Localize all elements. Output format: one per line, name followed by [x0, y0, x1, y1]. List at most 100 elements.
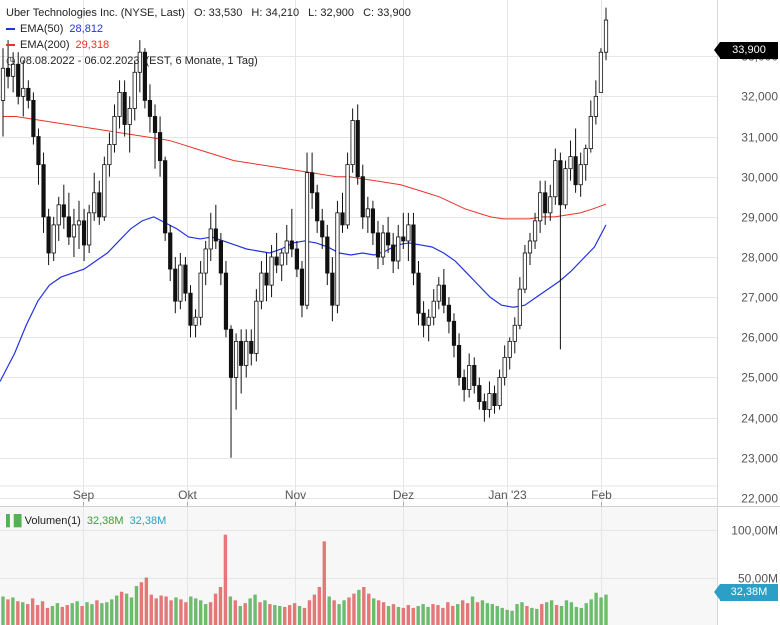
y-tick-label: 22,000: [741, 492, 778, 506]
volume-bar: [80, 606, 84, 625]
open-value: O: 33,530: [194, 7, 243, 19]
last-volume-tag: 32,38M: [714, 584, 778, 601]
candle-body: [142, 51, 147, 101]
volume-bar: [243, 603, 247, 625]
chart-title: Uber Technologies Inc. (NYSE, Last): [6, 7, 185, 19]
ema200-legend[interactable]: EMA(200) 29,318: [6, 37, 115, 53]
candle-body: [294, 248, 300, 270]
volume-bar: [549, 600, 554, 625]
candle-body: [117, 91, 122, 117]
volume-bar: [174, 597, 178, 625]
candle-body: [446, 304, 452, 322]
date-range-text: 08.08.2022 - 06.02.2023: [19, 55, 140, 67]
volume-bar: [505, 609, 509, 625]
candle-body: [178, 264, 183, 302]
candle-body: [487, 393, 492, 411]
candle-body: [330, 272, 335, 306]
candle-body: [517, 288, 522, 326]
volume-bar: [485, 603, 490, 625]
volume-bar: [248, 598, 252, 625]
candle-body: [593, 95, 598, 117]
volume-bar: [396, 606, 401, 625]
volume-bar: [401, 607, 406, 625]
volume-bar: [352, 593, 356, 625]
volume-value-1: 32,38M: [86, 515, 124, 527]
candle-body: [568, 156, 573, 170]
candle-body: [97, 192, 102, 218]
candle-body: [401, 236, 406, 242]
candle-body: [451, 320, 457, 346]
candle-body: [11, 63, 16, 77]
volume-bar: [357, 589, 361, 625]
candle-body: [188, 292, 193, 326]
candle-body: [254, 300, 259, 354]
y-tick-label: 25,000: [741, 371, 778, 385]
candle-body: [228, 328, 234, 378]
candle-body: [26, 87, 31, 101]
candle-body: [421, 312, 426, 326]
volume-bar: [60, 606, 65, 625]
candle-body: [87, 212, 92, 246]
volume-bar: [470, 596, 475, 625]
candle-body: [360, 176, 365, 218]
candle-body: [558, 160, 563, 206]
volume-bar: [45, 607, 50, 625]
ema50-swatch: [6, 28, 15, 31]
candle-body: [375, 232, 381, 258]
y-tick-label: 27,000: [741, 291, 778, 305]
volume-bar: [30, 598, 35, 625]
candle-body: [264, 272, 269, 286]
volume-bar: [584, 603, 588, 625]
date-range-note: (EST, 6 Monate, 1 Tag): [145, 55, 258, 67]
volume-bars-icon: ▌█: [6, 515, 22, 527]
candle-body: [396, 236, 401, 262]
volume-bar: [475, 602, 480, 625]
candle-body: [269, 256, 274, 286]
volume-bar: [292, 603, 297, 625]
volume-bar: [510, 610, 514, 625]
date-range: ◷ 08.08.2022 - 06.02.2023 (EST, 6 Monate, …: [6, 53, 264, 69]
ema50-line: [0, 216, 607, 382]
candle-body: [218, 240, 223, 274]
volume-bar: [332, 600, 336, 625]
x-tick-label: Okt: [178, 488, 197, 502]
candle-body: [284, 240, 289, 254]
ema50-label: EMA(50): [20, 23, 64, 35]
candle-body: [578, 164, 583, 186]
volume-bar: [372, 598, 376, 625]
volume-bar: [411, 607, 415, 625]
volume-bar: [218, 587, 223, 625]
volume-bar: [322, 541, 326, 625]
candle-body: [370, 208, 376, 234]
last-price-tag: 33,900: [714, 42, 778, 59]
candle-body: [168, 232, 173, 270]
candle-body: [502, 357, 507, 378]
volume-bar: [544, 602, 549, 625]
volume-bar: [134, 586, 139, 625]
candle-body: [340, 212, 345, 226]
volume-bar: [431, 604, 435, 625]
volume-bar: [426, 606, 430, 625]
volume-bar: [604, 594, 608, 625]
volume-bar: [569, 602, 574, 625]
volume-bar: [574, 606, 579, 625]
volume-bar: [11, 597, 15, 625]
volume-bar: [456, 604, 460, 625]
y-tick-label: 26,000: [741, 331, 778, 345]
volume-bar: [184, 602, 188, 625]
ema50-legend[interactable]: EMA(50) 28,812: [6, 21, 109, 37]
volume-bar: [258, 602, 262, 625]
volume-bar: [26, 604, 30, 625]
volume-bar: [114, 595, 119, 625]
volume-bar: [154, 598, 158, 625]
volume-legend[interactable]: ▌█ Volumen(1) 32,38M 32,38M: [6, 513, 172, 529]
volume-bar: [347, 597, 351, 625]
candle-body: [472, 365, 477, 386]
volume-bar: [337, 604, 341, 625]
candle-body: [603, 19, 609, 53]
candle-body: [92, 192, 97, 214]
candle-body: [309, 172, 315, 194]
candle-body: [492, 393, 497, 407]
